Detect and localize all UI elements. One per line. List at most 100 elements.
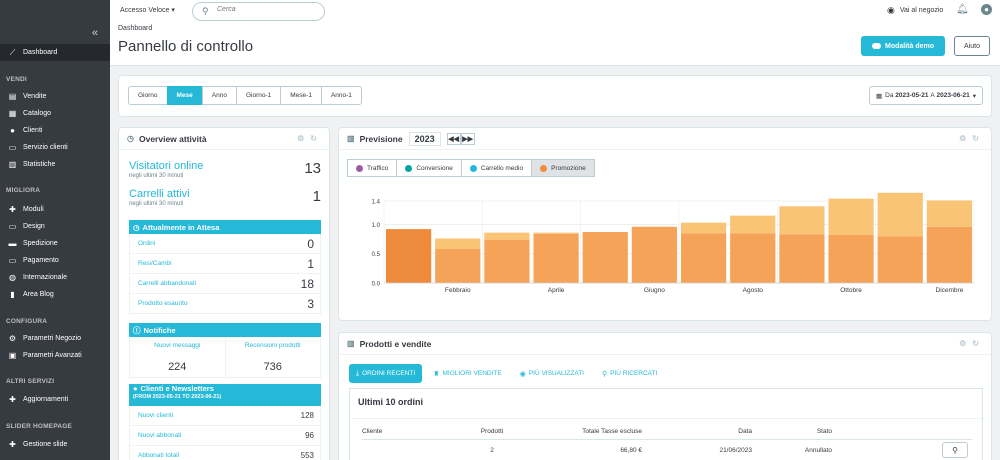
- sidebar-item-pagamento[interactable]: ▭ Pagamento: [0, 252, 110, 269]
- list-item[interactable]: Nuovi clienti 128: [129, 406, 321, 426]
- date-range-picker[interactable]: ▦ Da 2023-05-21 A 2023-06-21 ▾: [868, 86, 983, 105]
- column-header: Cliente: [362, 425, 452, 440]
- cell-data: 21/06/2023: [719, 446, 752, 454]
- sidebar-item-label: Aggiornamenti: [23, 396, 69, 403]
- sidebar-item-dashboard[interactable]: ⟋ Dashboard: [0, 44, 110, 61]
- pending-title: Attualmente in Attesa: [142, 222, 220, 232]
- settings-icon: ⚙: [8, 334, 17, 343]
- sidebar-item-label: Clienti: [23, 127, 43, 134]
- view-shop-link[interactable]: ◉ Vai al negozio: [887, 5, 943, 16]
- sidebar-item-area-blog[interactable]: ▮ Area Blog: [0, 286, 110, 303]
- list-item[interactable]: Nuovi abbonati 96: [129, 426, 321, 446]
- caret-down-icon: ▾: [972, 92, 976, 100]
- top-bar: Accesso Veloce ▾ ⚲ ◉ Vai al negozio 🔔︎ ●: [110, 0, 1000, 22]
- sidebar-item-aggiornamenti[interactable]: ✚ Aggiornamenti: [0, 391, 110, 408]
- sidebar-item-statistiche[interactable]: ▥ Statistiche: [0, 156, 110, 173]
- clients-value: 553: [300, 451, 314, 460]
- quick-access-dropdown[interactable]: Accesso Veloce ▾: [120, 7, 175, 14]
- tab-most-viewed[interactable]: ◉ PIÙ VISUALIZZATI: [513, 364, 591, 383]
- view-order-button[interactable]: ⚲: [942, 442, 968, 459]
- table-row[interactable]: 2 66,80 € 21/06/2023 Annullato ⚲: [362, 439, 972, 460]
- pending-value: 0: [307, 236, 314, 251]
- help-button[interactable]: Aiuto: [954, 36, 990, 56]
- sidebar-item-servizio-clienti[interactable]: ▭ Servizio clienti: [0, 139, 110, 156]
- previous-year-button[interactable]: ◀◀: [446, 132, 461, 145]
- list-item[interactable]: Ordini 0: [129, 234, 321, 254]
- period-button-giorno[interactable]: Giorno: [128, 86, 168, 105]
- panel-tools: ⚙↻: [959, 339, 985, 348]
- pending-label: Carrelli abbandonati: [138, 280, 197, 287]
- sidebar-item-parametri-negozio[interactable]: ⚙ Parametri Negozio: [0, 330, 110, 347]
- sidebar-item-gestione-slide[interactable]: ✚ Gestione slide: [0, 436, 110, 453]
- search-input[interactable]: [217, 6, 317, 13]
- active-carts-stat: Carrelli attivi negli ultimi 30 minuti 1: [129, 188, 321, 207]
- list-item[interactable]: Resi/Cambi 1: [129, 254, 321, 274]
- truck-icon: ▬: [8, 239, 17, 248]
- bell-icon[interactable]: 🔔︎: [956, 4, 969, 15]
- sidebar-item-parametri-avanzati[interactable]: ▣ Parametri Avanzati: [0, 347, 110, 364]
- refresh-icon[interactable]: ↻: [972, 339, 985, 348]
- sidebar-item-clienti[interactable]: ● Clienti: [0, 122, 110, 139]
- demo-mode-button[interactable]: Modalità demo: [861, 36, 945, 56]
- legend-label: Promozione: [551, 164, 586, 172]
- period-button-mese-1[interactable]: Mese-1: [280, 86, 322, 105]
- sidebar-section-slider-homepage: SLIDER HOMEPAGE: [6, 423, 73, 430]
- list-item[interactable]: Prodotto esaurito 3: [129, 294, 321, 314]
- legend-dot: [356, 164, 363, 172]
- legend-dot: [405, 164, 413, 172]
- sidebar-item-moduli[interactable]: ✚ Moduli: [0, 201, 110, 218]
- bar-luglio: [680, 233, 727, 283]
- visitors-online-label[interactable]: Visitatori online: [129, 160, 204, 172]
- refresh-icon[interactable]: ↻: [972, 134, 985, 143]
- sidebar-item-design[interactable]: ▭ Design: [0, 218, 110, 235]
- sidebar-item-spedizione[interactable]: ▬ Spedizione: [0, 235, 110, 252]
- next-year-button[interactable]: ▶▶: [460, 132, 475, 145]
- device-icon: ▣: [8, 351, 17, 360]
- collapse-sidebar-icon[interactable]: «: [91, 27, 98, 39]
- period-button-anno[interactable]: Anno: [201, 86, 237, 105]
- cell-stato: Annullato: [804, 446, 832, 454]
- configure-icon[interactable]: ⚙: [297, 134, 311, 143]
- recent-orders-title: Ultimi 10 ordini: [358, 397, 424, 407]
- sidebar-section-altri-servizi: ALTRI SERVIZI: [6, 378, 55, 385]
- product-reviews-cell[interactable]: Recensioni prodotti 736: [226, 338, 321, 377]
- list-item[interactable]: Carrelli abbandonati 18: [129, 274, 321, 294]
- configure-icon[interactable]: ⚙: [959, 134, 973, 143]
- tab-best-sellers[interactable]: ♜ MIGLIORI VENDITE: [426, 364, 509, 383]
- breadcrumb[interactable]: Dashboard: [118, 25, 153, 32]
- tab-recent-orders[interactable]: ⤓ ORDINI RECENTI: [349, 364, 423, 383]
- pending-label: Resi/Cambi: [138, 260, 172, 267]
- refresh-icon[interactable]: ↻: [310, 134, 323, 143]
- card-icon: ▭: [8, 256, 17, 265]
- legend-carrello-medio[interactable]: Carrello medio: [460, 159, 533, 177]
- panel-title: Previsione: [359, 133, 403, 144]
- legend-conversione[interactable]: Conversione: [396, 159, 462, 177]
- sidebar-item-label: Internazionale: [23, 274, 67, 281]
- bar-chart-icon: ▥: [347, 134, 355, 143]
- clients-label: Abbonati totali: [138, 452, 180, 459]
- sidebar-item-vendite[interactable]: ▤ Vendite: [0, 88, 110, 105]
- x-tick-label: Giugno: [644, 287, 665, 294]
- tab-most-searched[interactable]: ⚲ PIÙ RICERCATI: [595, 364, 664, 383]
- period-button-mese[interactable]: Mese: [166, 86, 203, 105]
- active-carts-label[interactable]: Carrelli attivi: [129, 188, 190, 200]
- period-button-anno-1[interactable]: Anno-1: [320, 86, 362, 105]
- clients-label: Nuovi abbonati: [138, 432, 182, 439]
- clients-label: Nuovi clienti: [138, 412, 174, 419]
- tab-label: PIÙ VISUALIZZATI: [528, 370, 584, 377]
- search-icon: ⚲: [601, 370, 608, 378]
- puzzle-icon: ✚: [9, 440, 16, 449]
- notifications-section-header: ⓘ Notifiche: [129, 323, 321, 337]
- list-item[interactable]: Abbonati totali 553: [129, 446, 321, 460]
- panel-header: ▥ Previsione 2023 ◀◀ ▶▶ ⚙↻: [339, 128, 991, 150]
- period-button-giorno-1[interactable]: Giorno-1: [235, 86, 282, 105]
- configure-icon[interactable]: ⚙: [959, 339, 973, 348]
- legend-traffico[interactable]: Traffico: [347, 159, 398, 177]
- new-messages-cell[interactable]: Nuovi messaggi 224: [130, 338, 226, 377]
- demo-mode-label: Modalità demo: [884, 42, 934, 50]
- sidebar-item-catalogo[interactable]: ▦ Catalogo: [0, 105, 110, 122]
- user-account-icon[interactable]: ●: [981, 4, 992, 15]
- trending-icon: ⟋: [9, 47, 16, 57]
- legend-promozione[interactable]: Promozione: [531, 159, 595, 177]
- sidebar-item-internazionale[interactable]: ◍ Internazionale: [0, 269, 110, 286]
